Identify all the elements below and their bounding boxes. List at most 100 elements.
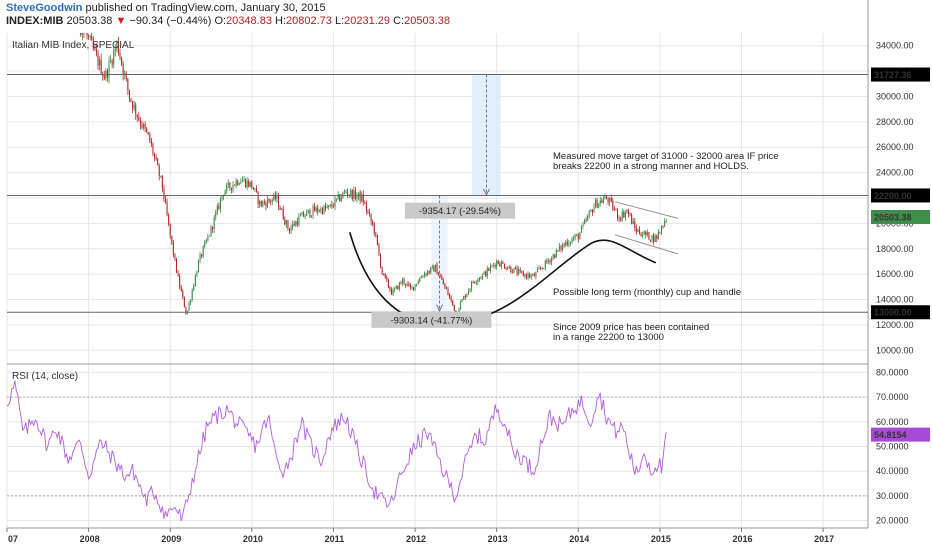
candle-down [403,279,405,284]
candle-down [618,218,620,219]
candle-up [423,273,426,277]
target-note-line-1: Measured move target of 31000 - 32000 ar… [553,151,779,162]
candle-down [150,140,152,145]
candle-down [640,233,642,237]
candle-up [271,199,273,202]
candle-up [486,268,488,277]
candle-down [373,224,375,233]
candle-down [175,258,178,273]
candle-down [274,194,276,200]
candle-up [430,267,432,273]
candle-down [180,286,182,292]
candle-down [455,310,457,313]
candle-up [205,240,207,243]
candle-up [496,260,498,267]
candle-up [254,188,256,190]
candle-up [227,182,229,185]
channel-upper [614,201,678,219]
candle-down [605,196,608,199]
axes: 34000.0032000.0030000.0028000.0026000.00… [6,40,914,544]
candle-down [546,260,548,263]
candle-down [627,210,630,214]
candle-down [510,266,512,272]
candle-up [312,206,314,216]
candle-down [453,304,455,311]
candle-down [60,1,61,6]
candle-down [132,101,134,109]
candle-up [188,303,190,311]
candle-up [326,207,328,209]
measure-bottom-label-bg [371,311,492,328]
rsi-tick-label: 60.0000 [876,417,909,427]
publish-info: published on TradingView.com, January 30… [82,2,326,14]
candle-down [97,53,99,66]
candle-up [207,236,209,241]
candle-up [116,41,118,49]
price-tick-label: 16000.00 [876,269,914,279]
level-price-label: 13000.00 [874,308,912,318]
candle-down [139,119,141,125]
chart-header: SteveGoodwin published on TradingView.co… [6,2,866,32]
candle-down [288,229,291,232]
candle-up [411,287,413,288]
rsi-last-label-bg [871,427,930,442]
candle-down [449,294,451,298]
candle-up [191,290,193,300]
candle-up [281,208,283,210]
time-tick-label: 2016 [732,534,752,544]
candle-up [576,234,578,236]
candle-down [71,8,72,9]
candle-down [296,221,298,225]
candle-down [354,189,356,199]
author-name[interactable]: SteveGoodwin [6,2,83,14]
candle-up [219,198,221,209]
candle-down [317,207,319,212]
candle-up [481,274,484,279]
candle-down [378,244,380,255]
candle-up [57,0,58,2]
candle-down [106,70,108,78]
candle-down [505,268,507,270]
candle-down [138,117,140,120]
candle-up [224,191,226,196]
candle-down [88,36,90,37]
candle-down [339,194,341,201]
candle-up [507,268,509,270]
candle-down [234,184,236,186]
candle-down [201,254,203,257]
candle-down [379,254,382,267]
level-price-label-bg [871,305,930,320]
candle-up [555,249,557,258]
candle-down [653,235,655,242]
candle-down [474,282,476,284]
candle-down [662,226,664,228]
candle-down [218,205,220,209]
candle-up [215,212,217,218]
candle-up [544,260,546,269]
candle-up [467,290,469,294]
candle-down [55,0,56,2]
candle-down [147,132,149,135]
candle-down [450,297,452,301]
candle-down [166,202,168,216]
candle-up [573,238,575,240]
candle-up [114,48,116,51]
candle-down [645,231,647,235]
candle-up [513,267,515,273]
candle-up [414,284,416,290]
candle-down [68,2,69,16]
candle-up [626,210,628,213]
candle-down [444,284,446,287]
candle-down [389,286,391,290]
candle-up [401,279,404,284]
candle-up [298,216,300,225]
candle-down [502,261,504,264]
candle-up [299,215,302,217]
candle-up [66,2,67,11]
candle-up [246,180,248,188]
candle-down [631,214,633,224]
candle-up [160,175,162,177]
candle-up [89,36,91,37]
candle-down [364,203,366,205]
